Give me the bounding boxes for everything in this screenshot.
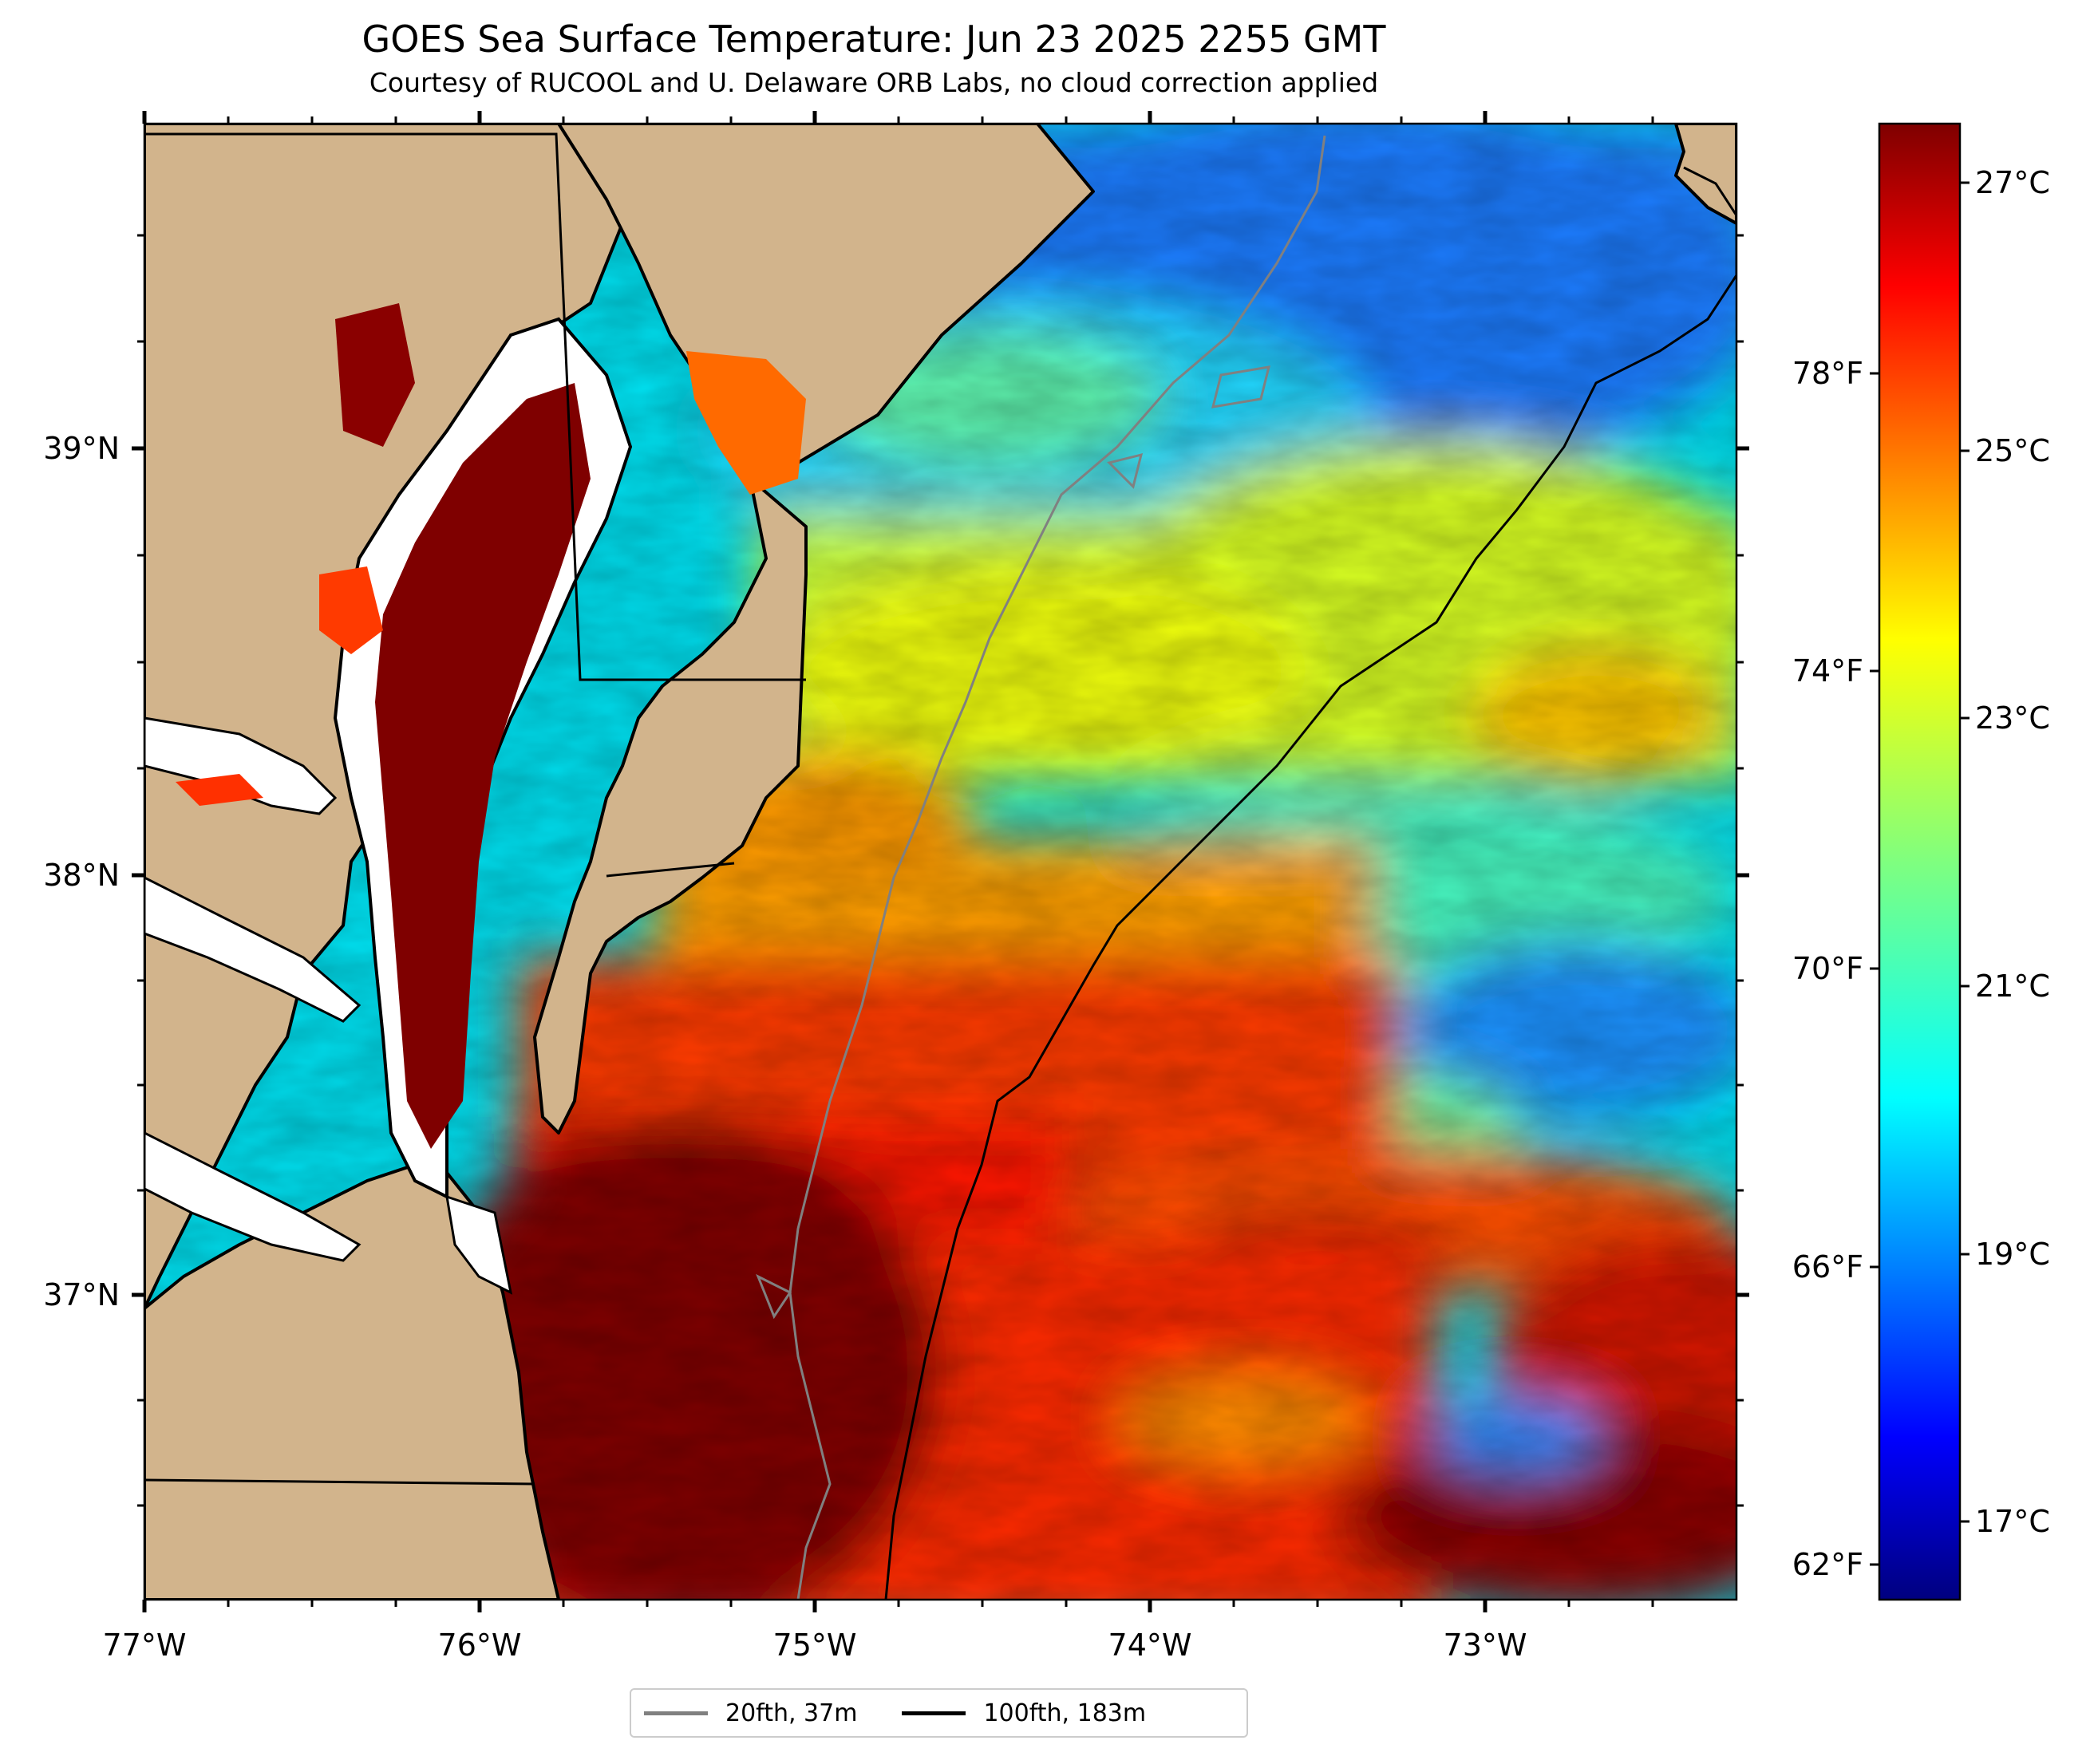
legend-item-100fth: 100fth, 183m xyxy=(902,1699,1146,1727)
isobath-100fth xyxy=(884,166,1736,1600)
lat-label: 39°N xyxy=(43,431,120,466)
chart-subtitle: Courtesy of RUCOOL and U. Delaware ORB L… xyxy=(369,67,1379,98)
colorbar-celsius-label: 19°C xyxy=(1975,1237,2050,1272)
colorbar-fahrenheit-label: 62°F xyxy=(1792,1547,1863,1582)
colorbar-celsius-label: 23°C xyxy=(1975,700,2050,736)
lon-label: 75°W xyxy=(773,1628,857,1663)
colorbar-celsius-label: 17°C xyxy=(1975,1504,2050,1539)
colorbar-celsius-label: 27°C xyxy=(1975,165,2050,200)
lon-label: 76°W xyxy=(438,1628,522,1663)
map-frame xyxy=(143,122,1738,1601)
legend-line-gray xyxy=(644,1711,708,1715)
colorbar-fahrenheit-label: 70°F xyxy=(1792,951,1863,986)
colorbar-fahrenheit-label: 78°F xyxy=(1792,356,1863,391)
chesapeake-bay xyxy=(144,303,806,1295)
colorbar-ticks xyxy=(1870,181,1969,1566)
legend-label: 100fth, 183m xyxy=(983,1699,1147,1727)
land-northeast xyxy=(1674,124,1736,225)
ticks xyxy=(132,111,1749,1612)
lat-label: 37°N xyxy=(43,1277,120,1312)
colorbar-celsius-label: 21°C xyxy=(1975,969,2050,1004)
chart-title: GOES Sea Surface Temperature: Jun 23 202… xyxy=(362,18,1386,61)
lon-label: 77°W xyxy=(103,1628,187,1663)
isobaths xyxy=(756,135,1736,1600)
state-boundaries xyxy=(144,132,806,1486)
lon-label: 74°W xyxy=(1108,1628,1192,1663)
colorbar-fahrenheit-label: 66°F xyxy=(1792,1249,1863,1285)
legend-item-20fth: 20fth, 37m xyxy=(644,1699,857,1727)
lat-label: 38°N xyxy=(43,858,120,893)
colorbar xyxy=(1878,122,1962,1601)
colorbar-fahrenheit-label: 74°F xyxy=(1792,653,1863,689)
isobath-legend: 20fth, 37m 100fth, 183m xyxy=(630,1688,1248,1738)
legend-label: 20fth, 37m xyxy=(725,1699,858,1727)
minor-ticks xyxy=(137,116,1744,1607)
lon-label: 73°W xyxy=(1444,1628,1527,1663)
legend-line-black xyxy=(902,1711,966,1715)
colorbar-celsius-label: 25°C xyxy=(1975,433,2050,468)
isobath-20fth-islands xyxy=(756,365,1271,1320)
isobath-20fth xyxy=(788,135,1326,1600)
